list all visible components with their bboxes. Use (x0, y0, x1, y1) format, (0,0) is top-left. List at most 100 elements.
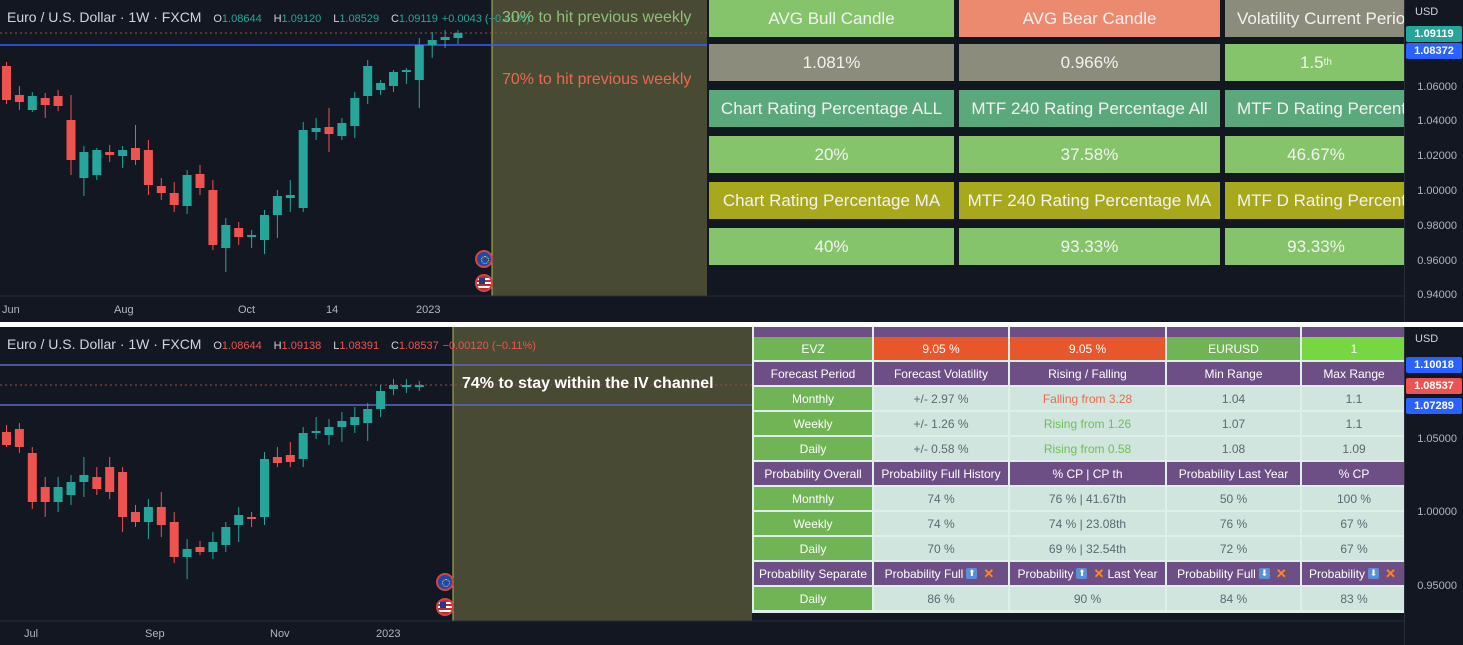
probability-cell: 67 % (1302, 512, 1406, 535)
candle-body (143, 150, 153, 185)
forecast-cell: 1.1 (1302, 387, 1406, 410)
candle-body (131, 148, 140, 160)
evz-cell-3: EURUSD (1167, 337, 1300, 360)
candle-body (53, 487, 63, 502)
candle-body (389, 72, 398, 86)
candle-body (272, 196, 282, 215)
probability-cell: 72 % (1167, 537, 1300, 560)
down-arrow-icon: ⬇ (1368, 568, 1380, 579)
candle-body (27, 453, 37, 502)
forecast-cell: 1.07 (1167, 412, 1300, 435)
cell-avg-bear-header: AVG Bear Candle (959, 0, 1220, 37)
candle-body (156, 507, 166, 525)
last-price-label: 1.09119 (1406, 26, 1462, 42)
evz-cell-0: EVZ (754, 337, 872, 360)
forecast-cell: 1.09 (1302, 437, 1406, 460)
currency-label: USD (1415, 333, 1439, 345)
candle-body (350, 417, 360, 425)
down-arrow-icon: ⬇ (1258, 568, 1270, 579)
chart-panel-bottom[interactable]: Euro / U.S. Dollar · 1W · FXCM O1.08644 … (0, 327, 1463, 645)
time-tick: Jun (2, 304, 20, 316)
candle-body (195, 547, 205, 552)
us-flag-icon[interactable] (436, 598, 454, 616)
eu-flag-icon[interactable] (475, 250, 493, 268)
price-tick: 1.04000 (1417, 115, 1457, 127)
separate-header-3: Probability Full ⬇ ✕ (1167, 562, 1300, 585)
candle-body (363, 66, 373, 96)
cell-avg-bear-value: 0.966% (959, 44, 1220, 81)
candle-body (260, 215, 269, 240)
cell-mtf240-rating-ma-value: 93.33% (959, 228, 1220, 265)
separate-header-1: Probability Full ⬆ ✕ (874, 562, 1008, 585)
cell-chart-rating-all: Chart Rating Percentage ALL (709, 90, 954, 127)
price-tick: 1.02000 (1417, 150, 1457, 162)
chart-panel-top[interactable]: Euro / U.S. Dollar · 1W · FXCM O1.08644 … (0, 0, 1463, 322)
symbol-title[interactable]: Euro / U.S. Dollar · 1W · FXCM (7, 336, 202, 352)
candle-body (247, 517, 257, 519)
candle-body (234, 228, 244, 237)
symbol-title[interactable]: Euro / U.S. Dollar · 1W · FXCM (7, 9, 202, 25)
candle-body (272, 457, 282, 463)
candle-stats-table: AVG Bull Candle AVG Bear Candle Volatili… (707, 0, 1419, 268)
candle-body (440, 37, 450, 40)
probability-cell: 100 % (1302, 487, 1406, 510)
low-value: 1.08391 (339, 340, 380, 352)
price-scale-bottom[interactable]: USD 1.10018 1.08537 1.07289 1.05000 1.00… (1404, 327, 1463, 645)
time-tick: Nov (270, 628, 290, 640)
candle-body (401, 70, 411, 72)
up-arrow-icon: ⬆ (1076, 568, 1088, 579)
pane-separator[interactable] (0, 322, 1463, 327)
candle-body (401, 385, 411, 387)
candle-body (234, 515, 244, 525)
cell-chart-rating-all-value: 20% (709, 136, 954, 173)
us-flag-icon[interactable] (475, 274, 493, 292)
candle-body (285, 455, 295, 462)
candle-body (350, 98, 360, 126)
cell-chart-rating-ma: Chart Rating Percentage MA (709, 182, 954, 219)
probability-cell: Monthly (754, 487, 872, 510)
line-price-label: 1.08372 (1406, 43, 1462, 59)
up-arrow-icon: ⬆ (966, 568, 978, 579)
evz-cell-2: 9.05 % (1010, 337, 1165, 360)
forecast-cell: Rising from 1.26 (1010, 412, 1165, 435)
probability-cell: 50 % (1167, 487, 1300, 510)
cell-avg-bull-value: 1.081% (709, 44, 954, 81)
price-tick: 0.95000 (1417, 580, 1457, 592)
candle-body (285, 195, 295, 198)
candle-body (389, 385, 398, 389)
candle-body (195, 174, 205, 188)
candle-body (105, 152, 115, 155)
price-tick: 1.06000 (1417, 81, 1457, 93)
cell-chart-rating-ma-value: 40% (709, 228, 954, 265)
candle-body (298, 130, 308, 208)
high-value: 1.09120 (281, 13, 322, 25)
candle-body (169, 193, 179, 205)
candle-body (14, 429, 24, 447)
candle-body (182, 175, 192, 206)
currency-label: USD (1415, 6, 1439, 18)
price-tick: 0.98000 (1417, 220, 1457, 232)
candle-body (427, 40, 437, 45)
candlestick-chart-bottom[interactable] (0, 327, 1405, 645)
evz-cell-1: 9.05 % (874, 337, 1008, 360)
candle-body (27, 96, 37, 110)
close-value: 1.08537 (398, 340, 439, 352)
forecast-header-2: Rising / Falling (1010, 362, 1165, 385)
candle-body (2, 432, 11, 445)
cell-mtfd-rating-all: MTF D Rating Percentage All (1225, 90, 1419, 127)
candle-body (260, 459, 269, 517)
probability-cell: Weekly (754, 512, 872, 535)
candle-body (14, 95, 24, 102)
price-scale-top[interactable]: USD 1.09119 1.08372 1.06000 1.04000 1.02… (1404, 0, 1463, 322)
candle-body (311, 431, 321, 433)
close-value: 1.09119 (398, 13, 438, 25)
candle-body (363, 409, 373, 423)
eu-flag-icon[interactable] (436, 573, 454, 591)
separate-cell: Daily (754, 587, 872, 610)
change-value: −0.00120 (−0.11%) (442, 340, 536, 352)
candle-body (414, 385, 424, 387)
candle-body (118, 472, 128, 517)
candle-body (105, 467, 115, 492)
candle-body (208, 542, 218, 552)
cell-avg-bull-header: AVG Bull Candle (709, 0, 954, 37)
